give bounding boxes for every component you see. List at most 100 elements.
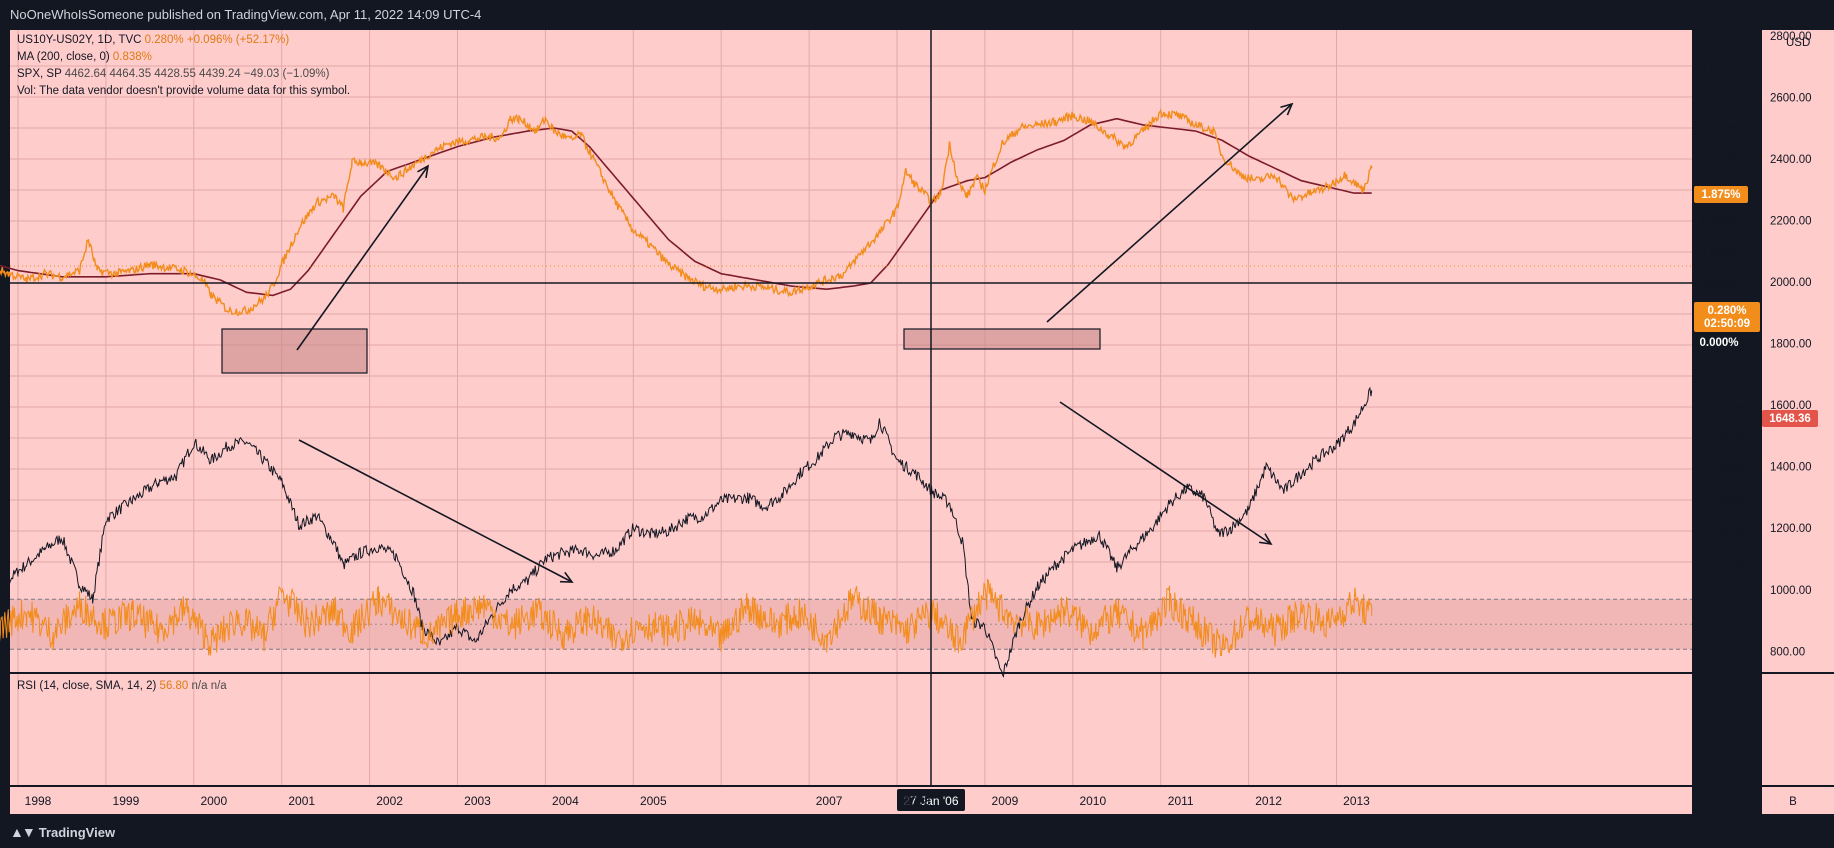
rsi-pane[interactable] — [10, 674, 1692, 785]
tradingview-brand-text: TradingView — [38, 824, 116, 840]
crosshair-date-label: 27 Jan '06 — [903, 794, 958, 808]
arrow-steepening-2007 — [1046, 102, 1294, 323]
y-tick-usd: 1400.00 — [1770, 462, 1812, 474]
x-tick-label: 2012 — [1255, 794, 1282, 808]
y-tick-usd: 2400.00 — [1770, 154, 1812, 166]
arrow-steepening-2001-shaft — [296, 165, 429, 351]
right-axis-rsi-pane[interactable] — [1762, 674, 1834, 785]
legend-rsi-extra: n/a n/a — [191, 680, 227, 692]
y-tick-pct: -2.000% — [1700, 402, 1743, 414]
y-tick-rsi: 75.00 — [1705, 588, 1734, 600]
legend-spx-label: SPX, SP — [17, 68, 62, 80]
ma-value-badge-bg — [1694, 186, 1748, 203]
y-tick-pct: -4.000% — [1700, 526, 1743, 538]
axes: 1998 1999 2000 2001 2002 2003 2004 2005 2007 2008… — [25, 31, 1812, 808]
y-tick-pct: -3.500% — [1700, 495, 1743, 507]
badges: 1.875% 0.280%02:50:09 0.000% 1648.36 — [1694, 186, 1818, 427]
tradingview-logo[interactable]: ▲▼ TradingView — [10, 824, 115, 840]
legend-spread[interactable]: US10Y-US02Y, 1D, TVC 0.280% +0.096% (+52… — [17, 34, 289, 46]
y-tick-pct: -1.500% — [1700, 371, 1743, 383]
spread-line — [0, 108, 1373, 316]
spx-price-badge: 1648.36 — [1762, 410, 1818, 427]
arrow-decline-2008-shaft — [1059, 401, 1272, 545]
x-tick-label: 2002 — [376, 794, 403, 808]
inversion-box-2000 — [221, 328, 368, 374]
arrow-steepening-2007-head — [1280, 102, 1294, 116]
y-tick-pct: 3.500% — [1700, 61, 1739, 73]
legend-spx[interactable]: SPX, SP 4462.64 4464.35 4428.55 4439.24 … — [17, 68, 329, 80]
legend-spread-value: 0.280% — [144, 34, 184, 46]
rsi-line — [0, 578, 1373, 658]
series-layer — [0, 108, 1373, 678]
y-tick-usd: 2800.00 — [1770, 31, 1812, 43]
legend-ma-value: 0.838% — [112, 51, 152, 63]
y-tick-rsi: 50.00 — [1705, 619, 1734, 631]
arrow-decline-2001-shaft — [298, 439, 573, 583]
x-tick-label: 2005 — [640, 794, 667, 808]
spx-price-badge-text: 1648.36 — [1769, 413, 1811, 425]
ma-value-badge-text: 1.875% — [1701, 189, 1740, 201]
x-tick-label: 2001 — [288, 794, 315, 808]
spx-line — [0, 386, 1373, 678]
y-tick-usd: 2600.00 — [1770, 92, 1812, 104]
legend-ma-label: MA (200, close, 0) — [17, 51, 110, 63]
y-tick-pct: 0.500% — [1700, 247, 1739, 259]
y-tick-usd: 800.00 — [1770, 646, 1805, 658]
arrow-steepening-2001-head — [417, 164, 430, 178]
x-tick-label: 2011 — [1168, 794, 1194, 808]
right-axis-usd-pane[interactable] — [1762, 30, 1834, 672]
zero-badge-bg — [1694, 334, 1744, 350]
legend-rsi[interactable]: RSI (14, close, SMA, 14, 2) 56.80 n/a n/… — [17, 680, 227, 692]
y-tick-pct: 2.500% — [1700, 123, 1739, 135]
usd-axis-unit: USD — [1786, 37, 1810, 49]
annotations: 27 Jan '06 — [10, 30, 1750, 811]
right-axis-bottom-pane[interactable] — [1762, 787, 1834, 814]
legend-volume-note: Vol: The data vendor doesn't provide vol… — [17, 85, 351, 97]
inversion-box-2006 — [903, 328, 1101, 350]
legend-spread-symbol: US10Y-US02Y, 1D, TVC — [17, 34, 142, 46]
x-tick-label: 2003 — [464, 794, 491, 808]
legend-ma[interactable]: MA (200, close, 0) 0.838% — [17, 51, 152, 63]
zero-badge: 0.000% — [1694, 334, 1744, 350]
arrow-steepening-2001 — [296, 164, 430, 351]
y-tick-pct: 4.0 pct — [1700, 35, 1735, 47]
legend-rsi-value: 56.80 — [159, 680, 189, 692]
legend-spx-values: 4462.64 4464.35 4428.55 4439.24 −49.03 (… — [64, 68, 330, 80]
y-tick-usd: 1200.00 — [1770, 523, 1812, 535]
scale-auto-button[interactable]: A — [1721, 796, 1729, 808]
ma-line — [0, 117, 1372, 297]
x-tick-label: 2009 — [992, 794, 1019, 808]
x-tick-label: 2013 — [1343, 794, 1370, 808]
y-tick-pct: -4.500% — [1700, 557, 1743, 569]
spx-price-badge-bg — [1762, 410, 1818, 427]
spread-price-badge-bg — [1694, 302, 1760, 332]
footer-bar: ▲▼ TradingView — [0, 815, 1834, 848]
spread-price-badge-text: 02:50:09 — [1704, 318, 1750, 330]
arrow-decline-2001 — [298, 439, 574, 583]
y-tick-rsi: 25.00 — [1705, 651, 1734, 663]
y-tick-pct: 3.000% — [1700, 92, 1739, 104]
arrow-steepening-2007-shaft — [1046, 103, 1293, 323]
x-tick-label: 2008 — [904, 794, 931, 808]
y-tick-pct: -3.000% — [1700, 464, 1743, 476]
y-tick-pct: 1.000% — [1700, 216, 1739, 228]
x-tick-label: 2004 — [552, 794, 579, 808]
spread-price-badge: 0.280%02:50:09 — [1694, 302, 1760, 332]
ma-value-badge: 1.875% — [1694, 186, 1748, 203]
arrow-decline-2001-head — [559, 571, 574, 583]
legend-volume: Vol: The data vendor doesn't provide vol… — [17, 85, 350, 97]
crosshair-date-badge: 27 Jan '06 — [897, 789, 965, 811]
legend-spread-change: +0.096% (+52.17%) — [186, 34, 290, 46]
x-tick-label: 1999 — [113, 794, 140, 808]
publisher-text: NoOneWhoIsSomeone published on TradingVi… — [10, 7, 482, 22]
tradingview-logo-icon: ▲▼ — [10, 824, 36, 840]
zero-badge-text: 0.000% — [1699, 337, 1738, 349]
y-tick-usd: 1600.00 — [1770, 400, 1812, 412]
legend-rsi-label: RSI (14, close, SMA, 14, 2) — [17, 680, 157, 692]
arrow-decline-2008-head — [1259, 533, 1273, 546]
scale-b-button[interactable]: B — [1789, 796, 1797, 808]
time-axis[interactable] — [10, 787, 1692, 814]
x-tick-label: 2007 — [816, 794, 843, 808]
y-tick-pct: 0.000% — [1700, 278, 1739, 290]
